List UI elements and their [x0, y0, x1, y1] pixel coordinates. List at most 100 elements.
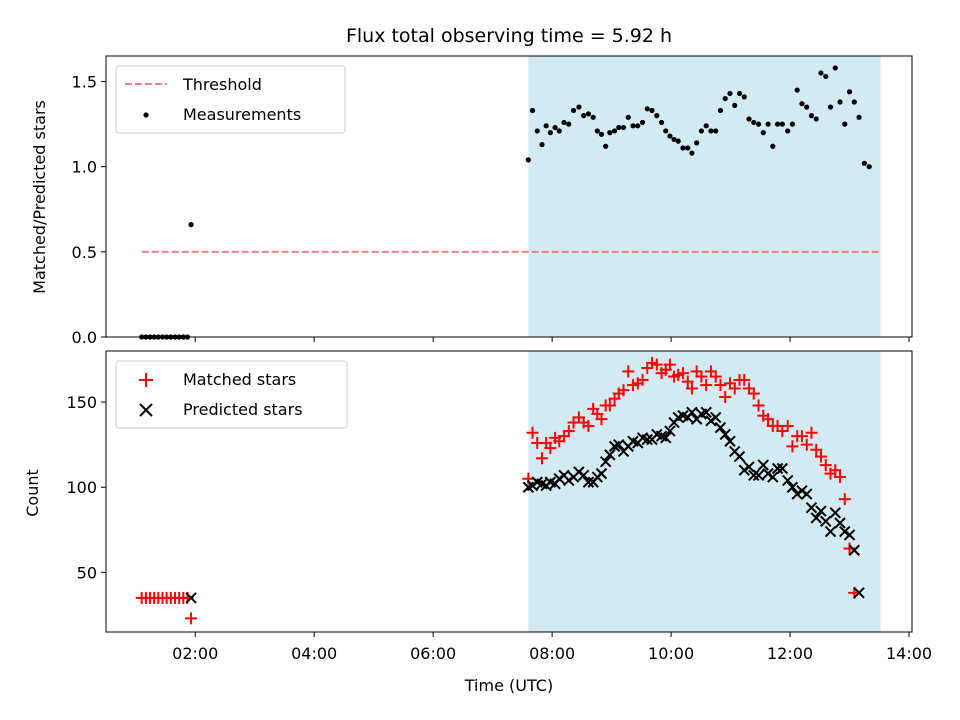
- measurement-point: [856, 114, 862, 120]
- top-y-tick-label: 1.5: [72, 73, 97, 92]
- predicted-star-point: [786, 481, 799, 493]
- measurement-point: [785, 128, 791, 134]
- measurement-point: [585, 111, 592, 117]
- predicted-star-point: [664, 425, 676, 437]
- matched-star-point: [814, 450, 827, 463]
- measurement-point: [649, 107, 655, 114]
- predicted-star-point: [843, 529, 856, 541]
- matched-star-point: [781, 419, 794, 432]
- matched-star-point: [800, 438, 813, 451]
- predicted-star-point: [781, 474, 794, 487]
- measurement-point: [611, 128, 618, 134]
- matched-star-point: [617, 384, 630, 397]
- measurement-point: [556, 128, 562, 134]
- ratio-panel: 0.0 0.5 1.0 1.5 Flux total observing time =…: [30, 25, 913, 347]
- measurement-point: [667, 133, 673, 139]
- measurement-point: [741, 94, 747, 100]
- top-y-axis-label: Matched/Predicted stars: [30, 100, 49, 294]
- matched-star-point: [838, 493, 851, 506]
- measurement-point: [188, 222, 194, 228]
- measurement-point: [635, 123, 641, 129]
- measurement-point: [732, 102, 738, 108]
- top-legend: Threshold Measurements: [115, 65, 346, 134]
- predicted-star-point: [748, 469, 760, 482]
- bottom-axes-ticks: 50 100 150 02:00 04:00 06:00 08:00 10:00 12:00 14…: [66, 393, 932, 663]
- measurement-point: [736, 90, 743, 97]
- measurement-point: [813, 116, 819, 122]
- bottom-y-tick-label: 100: [66, 478, 97, 497]
- bottom-x-tick-label: 10:00: [648, 644, 694, 663]
- measurement-point: [866, 164, 872, 170]
- measurement-point: [808, 113, 815, 119]
- bottom-x-tick-label: 14:00: [886, 644, 932, 663]
- measurement-point: [698, 128, 705, 134]
- top-y-tick-label: 1.0: [72, 158, 97, 177]
- predicted-star-point: [604, 449, 616, 461]
- predicted-star-point: [848, 544, 861, 556]
- bottom-y-tick-label: 50: [77, 563, 97, 582]
- measurement-point: [620, 124, 627, 131]
- matched-star-point: [728, 382, 741, 395]
- measurement-point: [694, 140, 700, 146]
- predicted-star-point: [660, 432, 672, 444]
- measurement-point: [722, 95, 728, 102]
- matched-star-point: [603, 399, 616, 412]
- measurement-point: [689, 150, 695, 156]
- measurement-point: [794, 87, 800, 93]
- matched-star-point: [622, 365, 635, 378]
- top-axes-ticks: 0.0 0.5 1.0 1.5: [72, 73, 910, 347]
- bottom-x-tick-label: 02:00: [172, 644, 218, 663]
- bottom-y-axis-label: Count: [23, 469, 42, 517]
- top-axes-frame: [105, 55, 913, 338]
- measurement-point: [671, 136, 677, 143]
- bottom-x-tick-label: 06:00: [410, 644, 456, 663]
- measurement-point: [639, 119, 646, 126]
- bottom-y-tick-label: 150: [66, 393, 97, 412]
- measurement-point: [717, 107, 724, 114]
- bottom-x-tick-label: 12:00: [767, 644, 813, 663]
- matched-star-point: [747, 387, 760, 400]
- measurement-point: [598, 131, 605, 137]
- measurement-point: [570, 107, 577, 114]
- matched-star-point: [650, 358, 663, 371]
- measurement-point: [827, 104, 834, 110]
- predicted-star-point: [824, 525, 837, 538]
- matched-star-point: [595, 413, 608, 426]
- chart-title: Flux total observing time = 5.92 h: [346, 25, 672, 47]
- predicted-star-point: [752, 469, 765, 482]
- measurement-point: [837, 99, 843, 105]
- measurement-point: [713, 128, 719, 134]
- predicted-star-point: [776, 462, 789, 475]
- measurement-point: [680, 145, 686, 151]
- measurements-legend-swatch: [143, 112, 149, 118]
- measurement-point: [685, 145, 691, 151]
- measurement-point: [607, 130, 613, 136]
- predicted-star-point: [709, 411, 722, 424]
- measurement-point: [525, 157, 531, 163]
- measurement-point: [861, 160, 868, 166]
- matched-star-point: [795, 430, 808, 443]
- predicted-star-point: [733, 450, 746, 463]
- measurement-point: [842, 121, 848, 127]
- predicted-star-point: [641, 433, 654, 446]
- matched-star-point: [567, 416, 580, 429]
- measurement-point: [547, 130, 553, 136]
- predicted-star-point: [810, 512, 822, 524]
- measurement-point: [625, 114, 631, 120]
- measurement-point: [616, 124, 622, 131]
- measurement-point: [799, 101, 805, 107]
- matched-star-point: [834, 471, 847, 484]
- observing-window-shade-bottom: [528, 351, 881, 632]
- predicted-star-point: [757, 459, 769, 471]
- measurement-point: [658, 119, 665, 126]
- matched-star-point: [526, 426, 539, 439]
- predicted-star-point: [714, 421, 727, 434]
- measurements-legend-label: Measurements: [183, 105, 301, 124]
- measurement-point: [703, 123, 709, 129]
- measurement-point: [832, 65, 838, 71]
- predicted-star-point: [719, 428, 731, 441]
- matched-legend-swatch: [139, 373, 153, 387]
- measurement-point: [539, 141, 545, 148]
- bottom-x-tick-label: 08:00: [529, 644, 575, 663]
